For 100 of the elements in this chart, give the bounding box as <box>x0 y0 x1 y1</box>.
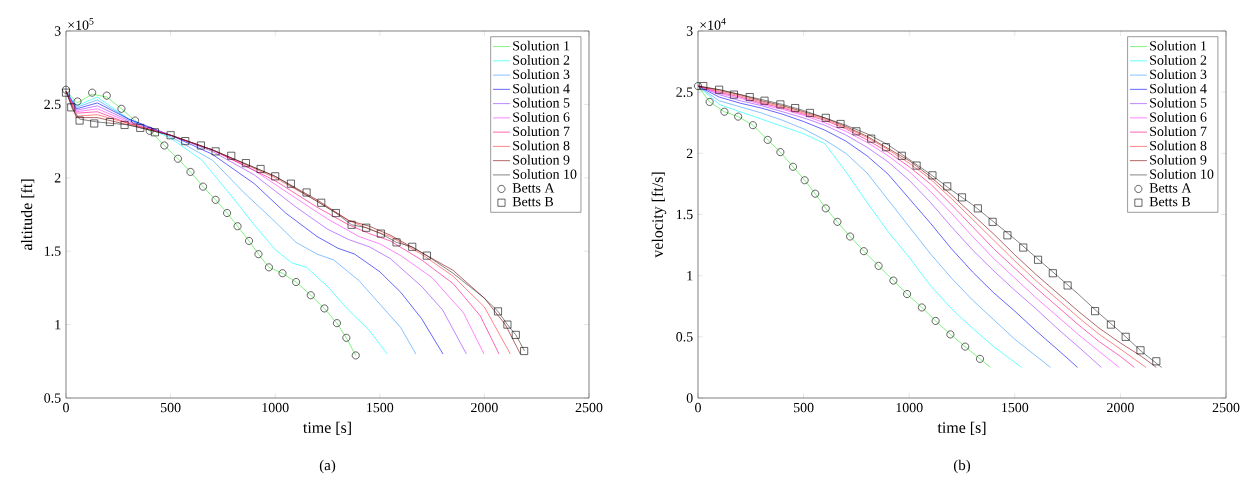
x-tick-label: 2000 <box>471 402 498 413</box>
legend-label: Solution 9 <box>513 154 570 165</box>
point <box>333 319 341 328</box>
point <box>720 107 729 116</box>
legend-label: Solution 6 <box>513 111 570 122</box>
y-tick-label: 1.5 <box>676 209 693 220</box>
x-tick-label: 1500 <box>1002 402 1029 413</box>
x-tick-label: 2000 <box>1107 402 1134 413</box>
legend-label: Betts B <box>512 197 554 207</box>
legend-label: Betts A <box>1149 183 1192 193</box>
point <box>245 237 253 245</box>
point <box>1107 320 1115 329</box>
point <box>760 96 769 105</box>
point <box>776 148 785 156</box>
point <box>317 198 326 207</box>
y-tick-label: 0.5 <box>44 393 61 403</box>
point <box>254 250 263 259</box>
text: ×10$^{4}$ <box>700 18 726 30</box>
point <box>859 247 868 256</box>
point <box>867 134 876 143</box>
point <box>791 104 800 112</box>
point <box>197 141 205 150</box>
point <box>199 182 207 191</box>
point <box>75 116 84 125</box>
x-tick-label: 1000 <box>262 402 289 413</box>
point <box>918 303 926 312</box>
legend-label: Betts A <box>512 183 555 193</box>
y-tick-label: 3 <box>54 26 61 36</box>
point <box>62 85 70 94</box>
x-tick-label: 2500 <box>1212 402 1240 413</box>
point <box>1152 357 1161 366</box>
x-axis-title: time [s] <box>937 421 986 435</box>
point <box>958 193 966 202</box>
y-axis-title: velocity [ft/s] <box>651 172 667 258</box>
point <box>811 189 820 198</box>
point <box>265 263 273 272</box>
point <box>1048 269 1057 278</box>
legend-label: Solution 7 <box>1150 126 1207 137</box>
y-tick-label: 1 <box>55 319 61 330</box>
legend-label: Solution 6 <box>1150 111 1207 122</box>
point <box>846 232 854 241</box>
legend-label: Solution 3 <box>1150 69 1207 80</box>
y-tick-label: 0.5 <box>676 332 693 342</box>
point <box>821 204 830 213</box>
point <box>90 119 99 128</box>
legend-label: Betts B <box>1149 197 1190 207</box>
point <box>278 269 287 278</box>
x-axis-title: time [s] <box>303 421 351 435</box>
legend-label: Solution 8 <box>1150 140 1207 151</box>
point <box>520 347 529 355</box>
point <box>897 151 906 160</box>
y-tick-label: 1.5 <box>44 246 61 256</box>
point <box>88 88 97 97</box>
point <box>186 168 195 176</box>
point <box>223 209 231 217</box>
point <box>160 141 169 150</box>
point <box>705 98 714 106</box>
point <box>943 182 952 191</box>
x-tick-label: 0 <box>63 402 69 413</box>
point <box>227 151 236 160</box>
point <box>800 176 809 185</box>
point <box>1034 255 1042 264</box>
point <box>392 238 401 247</box>
point <box>789 162 797 171</box>
point <box>131 116 139 125</box>
point <box>715 85 724 94</box>
point <box>874 261 883 270</box>
point <box>1136 346 1145 355</box>
point <box>376 229 385 238</box>
y-tick-label: 2 <box>54 173 61 183</box>
y-tick-label: 2 <box>686 148 693 158</box>
point <box>946 330 955 339</box>
point <box>928 171 937 180</box>
point <box>151 128 159 137</box>
point <box>117 104 126 113</box>
point <box>422 251 431 260</box>
point <box>763 135 772 144</box>
point <box>120 121 129 129</box>
point <box>287 179 295 188</box>
point <box>242 159 250 168</box>
point <box>302 188 311 197</box>
point <box>903 290 911 298</box>
point <box>320 304 329 313</box>
legend-label: Solution 4 <box>513 83 570 94</box>
point <box>912 161 921 170</box>
point <box>145 126 154 135</box>
point <box>776 100 785 109</box>
x-tick-label: 500 <box>160 402 181 413</box>
legend-label: Solution 10 <box>1150 169 1214 179</box>
x-tick-label: 500 <box>793 402 814 413</box>
point <box>833 217 842 226</box>
y-tick-label: 1 <box>687 271 693 281</box>
point <box>347 220 356 229</box>
y-tick-label: 0 <box>686 393 693 403</box>
point <box>102 91 111 100</box>
point <box>745 93 754 101</box>
point <box>806 109 814 117</box>
legend-label: Solution 10 <box>513 169 577 179</box>
legend-label: Solution 1 <box>513 40 570 51</box>
point <box>181 137 190 145</box>
